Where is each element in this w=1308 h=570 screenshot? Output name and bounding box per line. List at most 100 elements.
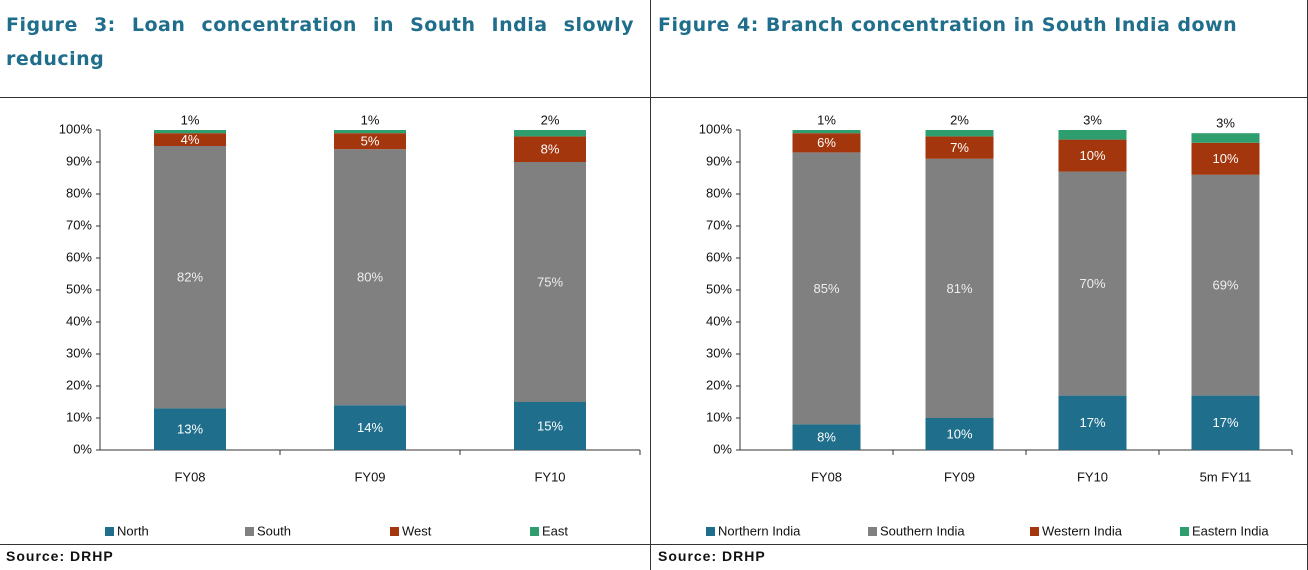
bar-segment [154, 133, 226, 146]
data-label: 4% [181, 132, 200, 147]
data-label: 15% [537, 418, 563, 433]
data-label: 85% [813, 281, 839, 296]
bar-segment [792, 424, 861, 450]
legend-label: Western India [1042, 523, 1123, 538]
bar-segment [1058, 139, 1127, 172]
data-label: 81% [946, 281, 972, 296]
legend-swatch [1030, 527, 1039, 536]
y-tick-label: 40% [706, 313, 732, 328]
data-label: 80% [357, 270, 383, 285]
data-label: 17% [1079, 415, 1105, 430]
bar-segment [334, 405, 406, 450]
bar-segment [154, 130, 226, 134]
bar-segment [514, 402, 586, 450]
y-tick-label: 70% [706, 217, 732, 232]
bar-segment [514, 162, 586, 402]
bar-segment [792, 130, 861, 134]
x-tick-label: FY09 [944, 469, 975, 484]
data-label: 13% [177, 422, 203, 437]
data-label: 69% [1212, 278, 1238, 293]
bar-segment [1058, 130, 1127, 140]
data-label: 8% [541, 142, 560, 157]
y-tick-label: 10% [66, 409, 92, 424]
y-tick-label: 0% [713, 441, 732, 456]
y-tick-label: 60% [706, 249, 732, 264]
x-tick-label: FY10 [534, 469, 565, 484]
y-tick-label: 50% [66, 281, 92, 296]
x-tick-label: FY08 [811, 469, 842, 484]
bar-segment [514, 136, 586, 162]
bar-segment [1191, 395, 1260, 450]
legend-label: Eastern India [1192, 523, 1269, 538]
bar-segment [334, 133, 406, 150]
y-tick-label: 90% [706, 153, 732, 168]
y-tick-label: 40% [66, 313, 92, 328]
legend-label: Southern India [880, 523, 965, 538]
legend-swatch [390, 527, 399, 536]
y-tick-label: 80% [66, 185, 92, 200]
data-label: 10% [1079, 148, 1105, 163]
y-tick-label: 30% [66, 345, 92, 360]
bar-segment [1191, 174, 1260, 396]
y-tick-label: 70% [66, 217, 92, 232]
legend-swatch [530, 527, 539, 536]
legend-swatch [105, 527, 114, 536]
bar-segment [925, 136, 994, 159]
x-tick-label: FY08 [174, 469, 205, 484]
data-label: 2% [541, 112, 560, 127]
data-label: 1% [361, 112, 380, 127]
legend-swatch [1180, 527, 1189, 536]
y-tick-label: 50% [706, 281, 732, 296]
figure-title: Figure 3: Loan concentration in South In… [6, 14, 634, 70]
bar-segment [154, 146, 226, 409]
data-label: 2% [950, 112, 969, 127]
y-tick-label: 90% [66, 153, 92, 168]
bar-segment [334, 149, 406, 406]
x-tick-label: FY09 [354, 469, 385, 484]
data-label: 17% [1212, 415, 1238, 430]
bar-segment [514, 130, 586, 137]
data-label: 82% [177, 270, 203, 285]
data-label: 6% [817, 135, 836, 150]
y-tick-label: 10% [706, 409, 732, 424]
bar-segment [1058, 171, 1127, 396]
data-label: 14% [357, 420, 383, 435]
x-tick-label: 5m FY11 [1200, 469, 1252, 484]
bar-segment [925, 130, 994, 137]
y-tick-label: 0% [73, 441, 92, 456]
data-label: 3% [1083, 112, 1102, 127]
data-label: 5% [361, 134, 380, 149]
data-label: 70% [1079, 276, 1105, 291]
bar-segment [1191, 133, 1260, 143]
data-label: 10% [946, 426, 972, 441]
bar-segment [1191, 142, 1260, 175]
y-tick-label: 100% [59, 121, 93, 136]
legend-label: Northern India [718, 523, 801, 538]
y-tick-label: 60% [66, 249, 92, 264]
data-label: 1% [817, 112, 836, 127]
data-label: 1% [181, 112, 200, 127]
y-tick-label: 20% [706, 377, 732, 392]
legend-swatch [245, 527, 254, 536]
data-label: 8% [817, 430, 836, 445]
data-label: 75% [537, 274, 563, 289]
y-tick-label: 100% [699, 121, 733, 136]
legend-label: West [402, 523, 432, 538]
legend-swatch [868, 527, 877, 536]
bar-segment [154, 408, 226, 450]
bar-segment [1058, 395, 1127, 450]
bar-segment [925, 158, 994, 419]
bar-segment [792, 152, 861, 425]
x-tick-label: FY10 [1077, 469, 1108, 484]
data-label: 7% [950, 140, 969, 155]
y-tick-label: 30% [706, 345, 732, 360]
y-tick-label: 20% [66, 377, 92, 392]
legend-label: North [117, 523, 149, 538]
data-label: 3% [1216, 116, 1235, 131]
bar-segment [792, 133, 861, 153]
legend-label: South [257, 523, 291, 538]
bar-segment [334, 130, 406, 134]
source: Source: DRHP [6, 548, 114, 564]
legend-swatch [706, 527, 715, 536]
